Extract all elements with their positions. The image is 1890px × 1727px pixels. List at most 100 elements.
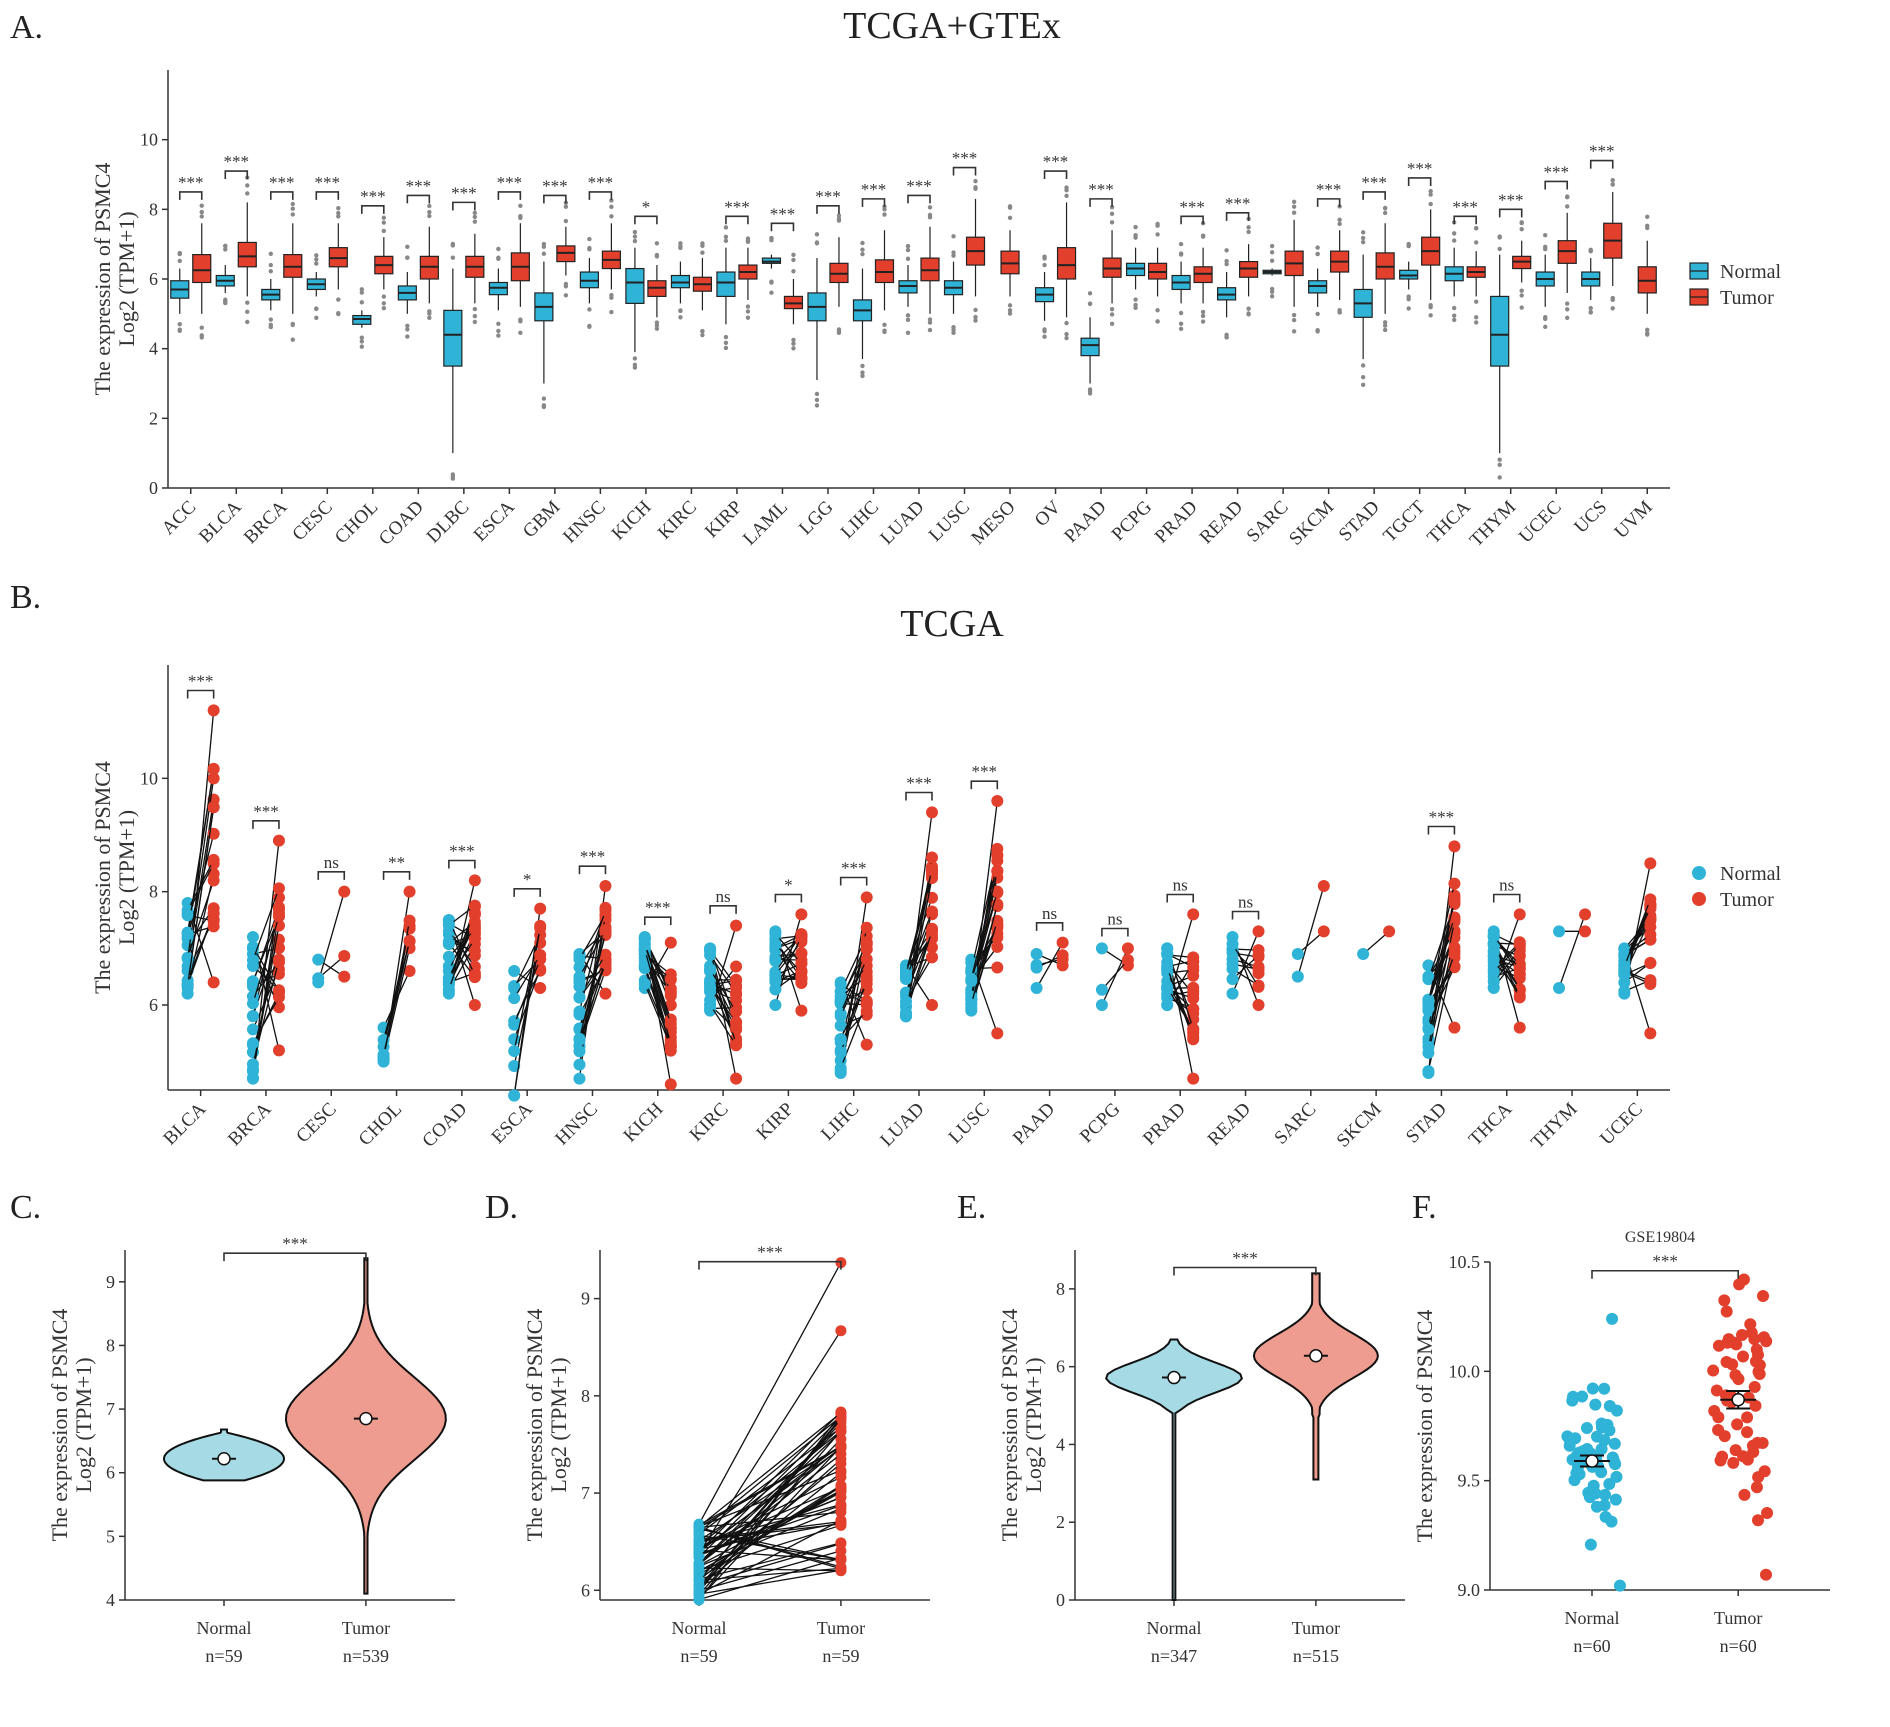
tumor-point xyxy=(403,934,416,947)
tumor-point xyxy=(795,1004,808,1017)
significance-a: *** xyxy=(224,152,250,171)
normal-point xyxy=(246,1037,259,1050)
x-group-label: Normal xyxy=(672,1618,727,1638)
tumor-point xyxy=(272,991,285,1004)
normal-point xyxy=(638,960,651,973)
median-point xyxy=(359,1411,373,1426)
outlier-point xyxy=(632,229,638,235)
tumor-point xyxy=(338,950,351,963)
outlier-point xyxy=(450,255,456,260)
tumor-point xyxy=(403,965,416,977)
box-normal xyxy=(716,271,736,298)
outlier-point xyxy=(1246,311,1251,316)
tumor-point xyxy=(1383,925,1396,938)
outlier-point xyxy=(1519,293,1524,298)
outlier-point xyxy=(654,241,660,246)
significance-b-bracket xyxy=(839,876,868,886)
x-tick-label: ESCA xyxy=(488,1098,537,1147)
outlier-point xyxy=(563,293,569,298)
tumor-point xyxy=(207,976,220,989)
normal-point xyxy=(1161,948,1174,961)
significance-a-bracket xyxy=(952,166,977,176)
outlier-point xyxy=(1360,230,1366,235)
tumor-point xyxy=(534,922,547,935)
significance-a-bracket xyxy=(770,222,795,232)
tumor-point xyxy=(1056,936,1069,949)
tumor-point xyxy=(1579,908,1592,921)
outlier-point xyxy=(427,309,432,314)
y-axis-title-line1: The expression of PSMC4 xyxy=(997,1309,1022,1542)
significance-a-bracket xyxy=(1362,191,1386,200)
significance-a: *** xyxy=(770,204,796,223)
tumor-point xyxy=(1729,1444,1742,1457)
outlier-point xyxy=(1224,258,1229,264)
tumor-point xyxy=(835,1563,847,1575)
pair-line xyxy=(698,1550,842,1592)
pair-line xyxy=(578,962,607,1041)
outlier-point xyxy=(1645,214,1650,220)
outlier-point xyxy=(1451,317,1457,323)
y-tick-label: 6 xyxy=(106,1463,115,1483)
box-normal xyxy=(1080,337,1100,357)
significance-b-bracket xyxy=(448,859,476,869)
normal-point xyxy=(508,1089,521,1102)
x-group-n: n=347 xyxy=(1151,1646,1197,1666)
significance-b: ns xyxy=(1238,893,1253,912)
outlier-point xyxy=(1315,327,1320,333)
outlier-point xyxy=(1109,312,1115,317)
normal-point xyxy=(1618,960,1631,973)
x-tick-label: THYM xyxy=(1527,1099,1581,1153)
tumor-point xyxy=(207,801,220,814)
significance-e: *** xyxy=(1232,1249,1258,1268)
normal-point xyxy=(769,999,782,1011)
outlier-point xyxy=(336,214,341,219)
significance-a: *** xyxy=(861,180,887,199)
normal-point xyxy=(693,1534,705,1546)
tumor-point xyxy=(272,919,285,932)
outlier-point xyxy=(973,307,978,313)
outlier-point xyxy=(860,373,865,379)
significance-b-bracket xyxy=(643,916,672,926)
tumor-point xyxy=(272,834,285,847)
tumor-point xyxy=(1727,1456,1740,1469)
normal-point xyxy=(573,953,586,966)
tumor-point xyxy=(1448,877,1461,890)
outlier-point xyxy=(472,214,478,220)
tumor-point xyxy=(835,1440,847,1452)
tumor-point xyxy=(1448,840,1461,853)
outlier-point xyxy=(1042,334,1047,339)
normal-point xyxy=(900,995,912,1008)
outlier-point xyxy=(1315,311,1320,317)
x-tick-label: ACC xyxy=(158,497,200,539)
outlier-point xyxy=(381,294,387,299)
outlier-point xyxy=(860,370,865,375)
outlier-point xyxy=(1565,194,1570,199)
y-axis-title-line1: The expression of PSMC4 xyxy=(90,163,115,396)
tumor-point xyxy=(1448,1021,1461,1034)
tumor-point xyxy=(1760,1568,1773,1581)
outlier-point xyxy=(905,243,911,249)
x-tick-label: BRCA xyxy=(240,496,292,548)
significance-a: *** xyxy=(360,187,386,206)
legend-tumor-label: Tumor xyxy=(1720,287,1774,309)
significance-a: *** xyxy=(1361,173,1387,192)
pair-line xyxy=(840,1010,868,1040)
normal-point xyxy=(1603,1400,1616,1413)
x-tick-label: MESO xyxy=(967,497,1019,549)
outlier-point xyxy=(1269,258,1275,263)
normal-point xyxy=(1422,959,1435,972)
pair-line xyxy=(698,1490,842,1573)
significance-a: *** xyxy=(1543,162,1569,181)
significance-a-bracket xyxy=(1225,212,1250,221)
normal-point xyxy=(834,1019,847,1032)
outlier-point xyxy=(1246,225,1251,230)
violin-normal xyxy=(1104,1338,1244,1601)
significance-a-bracket xyxy=(1544,180,1569,190)
outlier-point xyxy=(1588,305,1593,311)
outlier-point xyxy=(791,269,796,274)
y-tick-label: 6 xyxy=(581,1580,590,1600)
outlier-point xyxy=(1269,294,1275,299)
tumor-point xyxy=(795,971,808,984)
outlier-point xyxy=(927,327,933,333)
significance-a-bracket xyxy=(1089,198,1113,207)
